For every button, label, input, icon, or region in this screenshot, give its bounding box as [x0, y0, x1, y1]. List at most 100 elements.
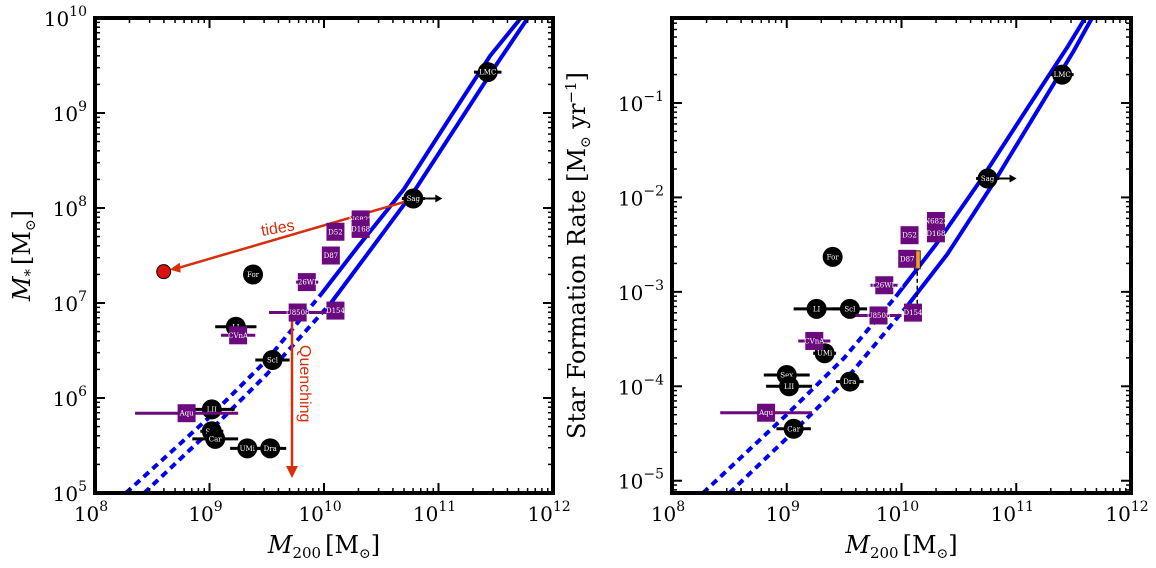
relation-solid-0: [320, 18, 523, 295]
point-Sag: Sag: [401, 188, 443, 209]
marker-Aqu: [757, 403, 776, 422]
label-U8508: U8508: [867, 312, 891, 320]
x-tick-label-9: 109: [766, 499, 800, 526]
label-D52: D52: [328, 228, 343, 236]
point-LII: LII: [766, 376, 812, 397]
y-tick-sup--3: −3: [643, 278, 664, 294]
y-axis-label-sup: −1: [562, 81, 580, 103]
relation-dashed-0: [701, 295, 898, 493]
y-tick-label--3: 10−3: [618, 278, 664, 305]
marker-Sag: [403, 188, 424, 209]
x-tick-label-8: 108: [651, 499, 685, 526]
point-D168: D168: [926, 224, 945, 243]
x-axis-label-sub: 200: [870, 544, 899, 562]
x-tick-sup-11: 11: [1016, 499, 1034, 515]
label-Dra: Dra: [264, 445, 277, 453]
label-For: For: [247, 271, 260, 279]
label-Dra: Dra: [843, 378, 856, 386]
y-tick-sup--1: −1: [643, 89, 664, 105]
y-tick-label-9: 109: [53, 99, 87, 126]
label-NGC6822: N6822: [924, 218, 948, 226]
label-Car: Car: [209, 435, 223, 443]
relation-dashed-1: [142, 301, 333, 493]
arrowhead-Sag: [435, 194, 443, 203]
marker-CVnA: [229, 326, 248, 345]
x-tick-sup-12: 12: [553, 499, 571, 515]
x-axis-label-sub: 200: [292, 544, 321, 562]
point-D52: D52: [900, 226, 919, 245]
point-Dra: Dra: [836, 371, 864, 392]
label-D52: D52: [902, 232, 917, 240]
y-tick-sup-8: 8: [78, 194, 87, 210]
x-tick-sup-11: 11: [438, 499, 456, 515]
label-LI: LI: [813, 305, 821, 313]
y-axis-label-close: ]: [8, 210, 36, 219]
point-Aqu: Aqu: [135, 404, 239, 423]
label-UMi: UMi: [817, 350, 833, 358]
y-axis-label-mid: yr: [563, 103, 591, 136]
label-Aqu: Aqu: [179, 410, 195, 418]
x-axis-label-sun: ⊙: [937, 546, 949, 562]
tides-arrow: [175, 199, 410, 270]
point-LI: LI: [793, 298, 840, 319]
arrowhead-Sag: [1009, 174, 1017, 183]
y-tick-sup-7: 7: [78, 289, 87, 305]
point-D87: D87: [898, 249, 917, 268]
marker-D168: [926, 224, 945, 243]
y-tick-sup--4: −4: [643, 372, 664, 388]
marker-D87: [321, 246, 340, 265]
relation-dashed-1: [728, 304, 909, 493]
label-LII: LII: [207, 406, 217, 414]
point-Dra: Dra: [254, 438, 287, 459]
marker-LMC: [1052, 64, 1073, 85]
x-tick-sup-8: 8: [99, 499, 108, 515]
point-Sag: Sag: [976, 168, 1017, 189]
marker-For: [822, 246, 843, 267]
marker-Car: [783, 418, 804, 439]
y-axis-label-main: M: [8, 275, 36, 302]
point-CVnA: CVnA: [220, 326, 256, 345]
y-tick-label-10: 1010: [44, 4, 87, 31]
x-tick-sup-9: 9: [791, 499, 800, 515]
marker-U8508: [869, 306, 888, 325]
label-Scl: Scl: [844, 305, 856, 313]
label-CVnA: CVnA: [804, 337, 825, 345]
point-Aqu: Aqu: [720, 403, 812, 422]
x-tick-label-12: 1012: [527, 499, 570, 526]
point-LMC: LMC: [1050, 64, 1074, 85]
marker-Scl: [262, 350, 283, 370]
y-axis-label-sub: *: [21, 268, 39, 276]
plot-area: tidesQuenchingLMCSagForLISclLIISexCarUMi…: [124, 18, 530, 493]
point-U8508: U8508: [269, 303, 327, 322]
marker-Car: [205, 428, 226, 449]
x-axis-label-close: ]: [371, 531, 380, 559]
relation-solid-1: [905, 18, 1094, 308]
y-axis-label-main: Star Formation Rate: [563, 182, 591, 439]
marker-For: [243, 264, 264, 285]
point-For: For: [243, 264, 264, 285]
x-tick-sup-10: 10: [901, 499, 919, 515]
y-tick-label-7: 107: [53, 289, 87, 316]
relation-solid-0: [894, 18, 1087, 298]
point-LMC: LMC: [473, 62, 502, 83]
marker-D126WLM: [875, 276, 894, 295]
x-tick-label-12: 1012: [1105, 499, 1148, 526]
point-CVnA: CVnA: [798, 331, 831, 350]
y-tick-sup-10: 10: [69, 4, 87, 20]
x-tick-label-11: 1011: [413, 499, 456, 526]
panel-star-formation-rate: LMC Sag For LI Scl Sex LII Car UMi Dra Aqu CVnA D126…: [562, 16, 1149, 562]
marker-LII: [779, 376, 800, 397]
y-tick-label-8: 108: [53, 194, 87, 221]
annotation-quenching: Quenching: [296, 345, 313, 422]
x-tick-label-9: 109: [188, 499, 222, 526]
marker-Dra: [839, 371, 860, 392]
label-Car: Car: [787, 425, 801, 433]
x-axis-label: M200 [M⊙]: [844, 531, 957, 562]
x-axis-label: M200 [M⊙]: [267, 531, 380, 562]
label-D168: D168: [926, 230, 945, 238]
point-D126WLM: D126WLM: [865, 276, 903, 295]
y-tick-label--4: 10−4: [618, 372, 664, 399]
label-D126WLM: D126WLM: [288, 279, 326, 287]
point-Scl: Scl: [255, 350, 290, 370]
